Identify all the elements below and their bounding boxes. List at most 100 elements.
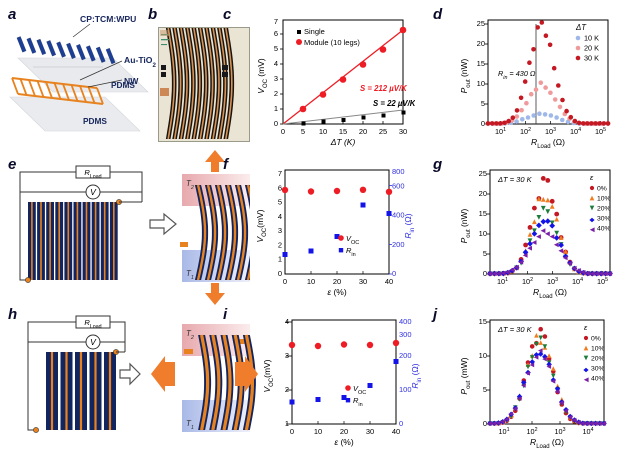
- svg-text:40%: 40%: [591, 375, 605, 382]
- svg-text:5: 5: [274, 44, 278, 53]
- svg-text:103: 103: [554, 427, 565, 436]
- svg-text:ε: ε: [590, 173, 594, 182]
- svg-text:40: 40: [385, 277, 393, 286]
- svg-text:7: 7: [274, 18, 278, 26]
- svg-text:Rin: Rin: [346, 246, 356, 258]
- svg-text:101: 101: [498, 427, 509, 436]
- svg-text:1: 1: [278, 255, 282, 264]
- svg-text:3: 3: [274, 74, 278, 83]
- svg-text:4: 4: [278, 212, 282, 221]
- svg-text:20%: 20%: [591, 355, 605, 362]
- svg-text:10: 10: [479, 351, 487, 360]
- svg-text:PDMS: PDMS: [83, 116, 107, 126]
- svg-text:102: 102: [526, 427, 537, 436]
- svg-text:0: 0: [274, 119, 278, 128]
- svg-text:Rin = 430 Ω: Rin = 430 Ω: [498, 69, 536, 81]
- svg-text:Au-TiO2: Au-TiO2: [124, 55, 156, 69]
- svg-text:3: 3: [285, 351, 289, 360]
- svg-text:105: 105: [595, 127, 606, 136]
- svg-text:300: 300: [399, 330, 412, 339]
- svg-text:30%: 30%: [591, 365, 605, 372]
- svg-text:ΔT = 30 K: ΔT = 30 K: [497, 175, 533, 184]
- svg-text:25: 25: [477, 19, 485, 28]
- svg-text:Module (10 legs): Module (10 legs): [304, 38, 360, 47]
- svg-text:400: 400: [399, 318, 412, 326]
- svg-text:40: 40: [392, 427, 400, 436]
- svg-text:Pout (mW): Pout (mW): [459, 357, 472, 394]
- svg-text:Rin: Rin: [353, 396, 363, 408]
- svg-text:20: 20: [479, 189, 487, 198]
- svg-text:ε (%): ε (%): [327, 287, 347, 297]
- svg-text:0: 0: [481, 119, 485, 128]
- svg-text:2: 2: [274, 89, 278, 98]
- svg-text:30 K: 30 K: [584, 54, 599, 63]
- svg-text:0: 0: [278, 269, 282, 278]
- svg-text:ε: ε: [584, 323, 588, 332]
- svg-text:15: 15: [339, 127, 347, 136]
- svg-text:101: 101: [495, 127, 506, 136]
- svg-text:25: 25: [479, 169, 487, 178]
- svg-text:103: 103: [545, 127, 556, 136]
- svg-text:40%: 40%: [597, 225, 611, 232]
- svg-text:10%: 10%: [591, 345, 605, 352]
- svg-text:RLoad (Ω): RLoad (Ω): [533, 287, 567, 298]
- svg-text:104: 104: [572, 277, 583, 286]
- svg-text:30: 30: [366, 427, 374, 436]
- svg-text:105: 105: [597, 277, 608, 286]
- svg-text:4: 4: [274, 59, 278, 68]
- svg-text:15: 15: [479, 318, 487, 326]
- svg-text:5: 5: [481, 99, 485, 108]
- svg-text:VOC: VOC: [346, 234, 359, 246]
- svg-text:30%: 30%: [597, 215, 611, 222]
- svg-text:0: 0: [290, 427, 294, 436]
- svg-text:20: 20: [333, 277, 341, 286]
- svg-text:0: 0: [283, 277, 287, 286]
- svg-text:15: 15: [479, 209, 487, 218]
- svg-text:S = 212 µV/K: S = 212 µV/K: [360, 84, 408, 93]
- svg-text:20: 20: [340, 427, 348, 436]
- svg-text:15: 15: [477, 59, 485, 68]
- svg-text:VOC(mV): VOC(mV): [255, 209, 268, 242]
- svg-text:0: 0: [483, 419, 487, 428]
- svg-text:5: 5: [278, 198, 282, 207]
- svg-text:5: 5: [301, 127, 305, 136]
- svg-text:VOC (mV): VOC (mV): [256, 58, 269, 94]
- svg-text:101: 101: [497, 277, 508, 286]
- svg-text:25: 25: [379, 127, 387, 136]
- svg-text:1: 1: [274, 104, 278, 113]
- svg-text:6: 6: [274, 29, 278, 38]
- svg-text:ΔT (K): ΔT (K): [330, 137, 356, 147]
- svg-text:NW: NW: [124, 76, 139, 86]
- svg-text:102: 102: [520, 127, 531, 136]
- svg-text:ε (%): ε (%): [334, 437, 354, 447]
- svg-text:Single: Single: [304, 27, 325, 36]
- svg-text:200: 200: [399, 351, 412, 360]
- svg-text:VOC(mV): VOC(mV): [262, 359, 275, 392]
- svg-text:10: 10: [314, 427, 322, 436]
- svg-text:30: 30: [359, 277, 367, 286]
- svg-text:0: 0: [483, 269, 487, 278]
- svg-text:104: 104: [582, 427, 593, 436]
- svg-text:Pout (nW): Pout (nW): [459, 208, 472, 243]
- svg-text:600: 600: [392, 181, 405, 190]
- svg-text:RLoad (Ω): RLoad (Ω): [531, 137, 565, 148]
- svg-text:6: 6: [278, 183, 282, 192]
- svg-text:20: 20: [477, 39, 485, 48]
- svg-text:102: 102: [522, 277, 533, 286]
- svg-text:5: 5: [483, 249, 487, 258]
- svg-text:10 K: 10 K: [584, 34, 599, 43]
- svg-text:S = 22 µV/K: S = 22 µV/K: [373, 99, 415, 108]
- svg-text:ΔT = 30 K: ΔT = 30 K: [497, 325, 533, 334]
- svg-text:104: 104: [570, 127, 581, 136]
- svg-text:0%: 0%: [591, 335, 601, 342]
- svg-text:10: 10: [307, 277, 315, 286]
- svg-text:Rin (Ω): Rin (Ω): [403, 213, 416, 238]
- svg-text:30: 30: [399, 127, 407, 136]
- svg-text:20: 20: [359, 127, 367, 136]
- svg-text:10: 10: [477, 79, 485, 88]
- svg-text:2: 2: [285, 385, 289, 394]
- svg-text:ΔT: ΔT: [575, 23, 587, 32]
- svg-text:Rin (Ω): Rin (Ω): [410, 363, 423, 388]
- svg-text:0: 0: [281, 127, 285, 136]
- svg-text:1: 1: [285, 419, 289, 428]
